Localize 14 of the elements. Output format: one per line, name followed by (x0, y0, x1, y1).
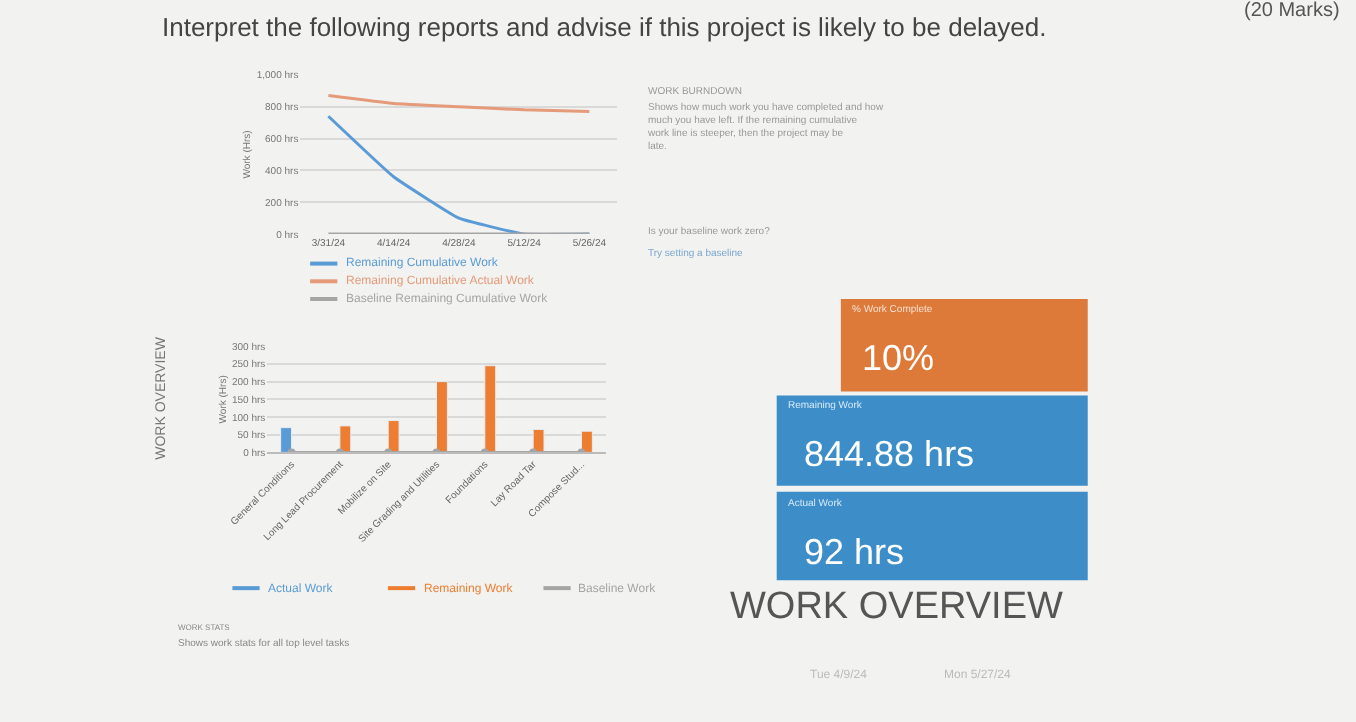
bar (580, 430, 593, 453)
bar (484, 365, 497, 453)
text: 844.88 hrs (804, 434, 975, 474)
text: 10% (862, 338, 935, 378)
text: (20 Marks) (1244, 0, 1340, 22)
bar (339, 425, 352, 453)
text: 92 hrs (804, 532, 905, 572)
bar (280, 427, 293, 453)
bar (532, 428, 545, 453)
bar (387, 420, 400, 453)
bar (436, 381, 448, 453)
text: Interpret the following reports and advise if this project is likely to be delayed. (162, 12, 1047, 42)
text: WORK OVERVIEW (730, 586, 1064, 628)
line-series (326, 94, 591, 113)
